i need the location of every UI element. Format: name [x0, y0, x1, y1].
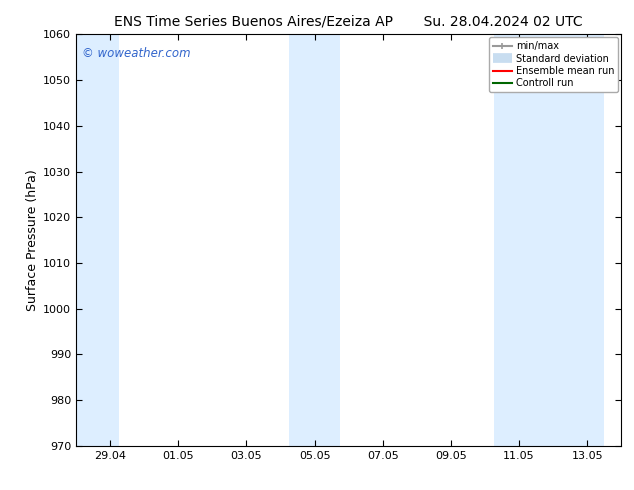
Text: © woweather.com: © woweather.com [82, 47, 190, 60]
Bar [289, 34, 340, 446]
Bar [76, 34, 119, 446]
Title: ENS Time Series Buenos Aires/Ezeiza AP       Su. 28.04.2024 02 UTC: ENS Time Series Buenos Aires/Ezeiza AP S… [114, 15, 583, 29]
Legend: min/max, Standard deviation, Ensemble mean run, Controll run: min/max, Standard deviation, Ensemble me… [489, 37, 618, 92]
Bar [493, 34, 604, 446]
Y-axis label: Surface Pressure (hPa): Surface Pressure (hPa) [26, 169, 39, 311]
